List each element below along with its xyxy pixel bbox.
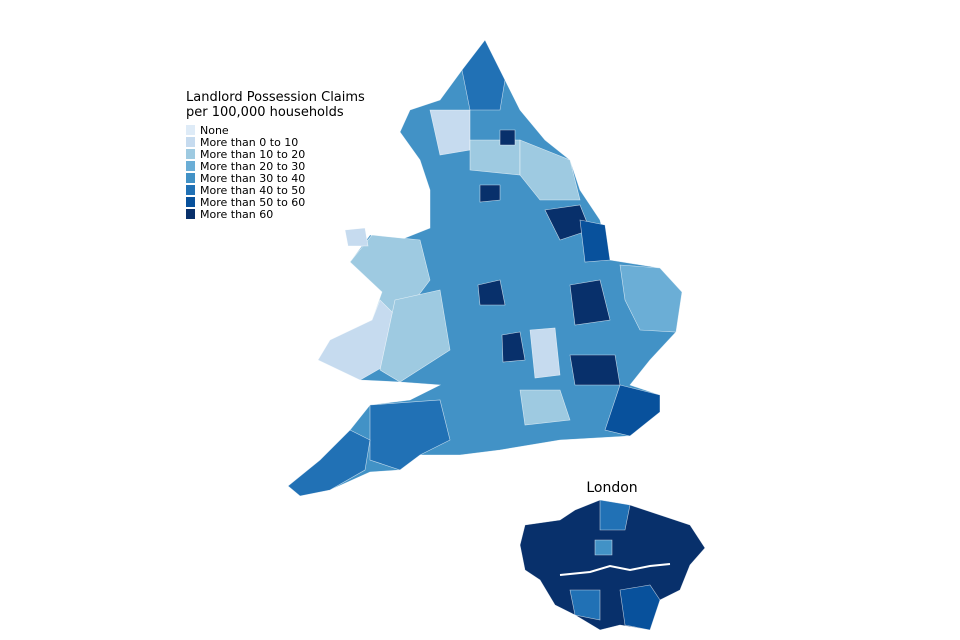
- region: [594, 539, 613, 556]
- legend-swatch: [186, 209, 195, 219]
- region: [619, 264, 683, 333]
- region: [569, 354, 621, 386]
- river: [559, 563, 671, 576]
- legend-label: More than 60: [200, 208, 273, 221]
- region: [529, 327, 561, 379]
- legend-swatch: [186, 137, 195, 147]
- region: [501, 331, 526, 363]
- legend-label: More than 10 to 20: [200, 148, 305, 161]
- region: [619, 584, 661, 631]
- legend-swatch: [186, 197, 195, 207]
- region: [579, 219, 611, 263]
- region: [519, 139, 581, 201]
- legend-swatch: [186, 161, 195, 171]
- legend-label: More than 20 to 30: [200, 160, 305, 173]
- region: [569, 589, 601, 621]
- england-wales: [287, 39, 683, 497]
- region: [317, 299, 401, 381]
- region: [369, 399, 451, 471]
- legend-swatch: [186, 185, 195, 195]
- legend-swatch: [186, 149, 195, 159]
- legend-label: None: [200, 124, 229, 137]
- region: [604, 384, 661, 437]
- legend-label: More than 30 to 40: [200, 172, 305, 185]
- london-inset: [519, 499, 706, 631]
- region: [477, 279, 506, 306]
- region: [287, 429, 371, 497]
- legend-title: per 100,000 households: [186, 105, 344, 120]
- legend-label: More than 40 to 50: [200, 184, 305, 197]
- legend-swatch: [186, 125, 195, 135]
- legend-title: Landlord Possession Claims: [186, 90, 365, 105]
- region: [379, 289, 451, 383]
- legend-swatch: [186, 173, 195, 183]
- inset-title: London: [586, 480, 637, 496]
- region: [519, 389, 571, 426]
- region: [599, 499, 631, 531]
- region: [344, 227, 369, 247]
- region: [499, 129, 516, 146]
- legend-label: More than 50 to 60: [200, 196, 305, 209]
- region: [569, 279, 611, 326]
- region: [461, 39, 506, 111]
- region: [479, 184, 501, 203]
- legend-label: More than 0 to 10: [200, 136, 298, 149]
